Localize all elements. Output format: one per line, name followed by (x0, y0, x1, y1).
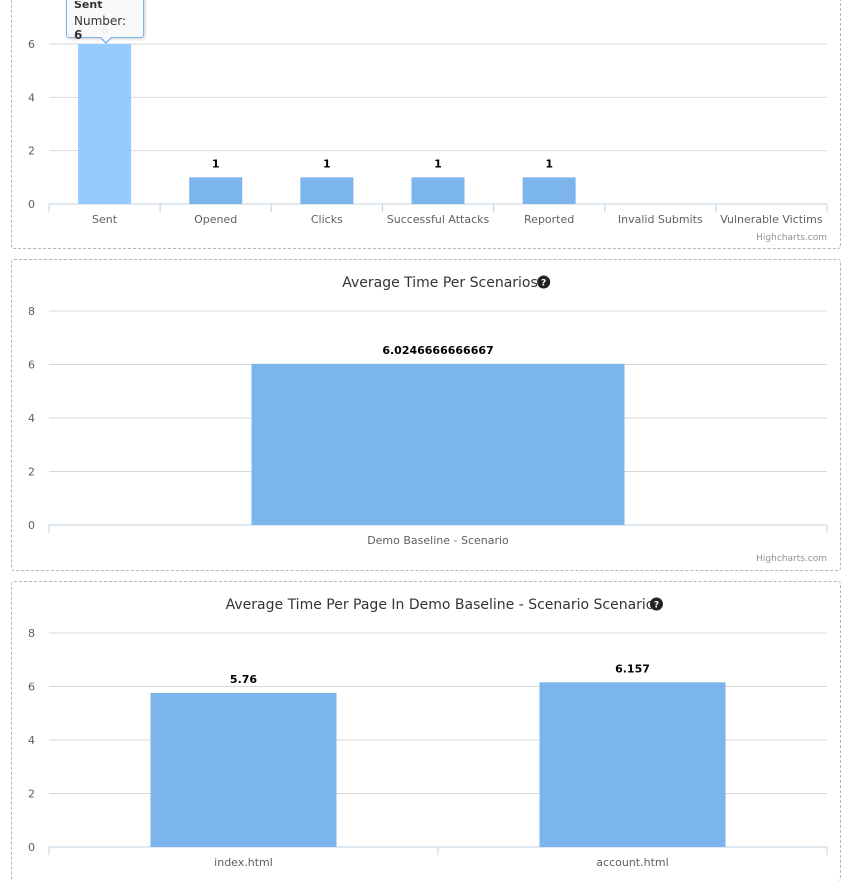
x-category-label: Clicks (311, 213, 343, 226)
bar (300, 177, 354, 204)
x-category-label: Sent (92, 213, 118, 226)
bar (539, 682, 726, 847)
x-category-label: account.html (596, 856, 668, 869)
data-label: 6.157 (615, 662, 650, 675)
x-category-label: Vulnerable Victims (720, 213, 823, 226)
chart-tooltip: Sent Number: 6 (66, 0, 144, 44)
credits-link: Highcharts.com (756, 233, 827, 243)
chart-panel-avg-time-pages: Average Time Per Page In Demo Baseline -… (11, 581, 841, 881)
y-tick-label: 2 (28, 145, 35, 158)
bar (251, 363, 625, 525)
svg-text:?: ? (541, 279, 546, 289)
y-tick-label: 4 (28, 412, 35, 425)
data-label: 1 (545, 157, 553, 170)
y-tick-label: 0 (28, 841, 35, 854)
data-label: 1 (434, 157, 442, 170)
y-tick-label: 0 (28, 198, 35, 211)
y-tick-label: 4 (28, 734, 35, 747)
y-tick-label: 6 (28, 681, 35, 694)
x-category-label: Opened (194, 213, 237, 226)
y-tick-label: 6 (28, 38, 35, 51)
tooltip-title: Sent (74, 1, 103, 9)
data-label: 5.76 (230, 673, 257, 686)
data-label: 6.0246666666667 (382, 344, 493, 357)
funnel-bar-chart: 0 2 4 6 6 Sent 1 Opened 1 Clicks 1 Successful Attac… (28, 24, 828, 243)
avg-time-scenarios-chart: Average Time Per Scenarios ? 0 2 4 6 8 6.024666… (28, 275, 828, 564)
x-category-label: Demo Baseline - Scenario (367, 534, 509, 547)
x-category-label: Reported (524, 213, 574, 226)
bar (522, 177, 576, 204)
svg-text:?: ? (654, 601, 659, 611)
x-category-label: index.html (214, 856, 273, 869)
y-tick-label: 8 (28, 305, 35, 318)
avg-time-pages-chart: Average Time Per Page In Demo Baseline -… (28, 597, 828, 869)
chart-panel-funnel: 0 2 4 6 6 Sent 1 Opened 1 Clicks 1 Successful Attac… (11, 0, 841, 249)
bar (150, 692, 337, 847)
tooltip-value: 6 (74, 28, 83, 42)
tooltip-label: Number: (74, 14, 127, 28)
y-tick-label: 6 (28, 359, 35, 372)
y-tick-label: 0 (28, 519, 35, 532)
y-tick-label: 4 (28, 91, 35, 104)
bar (411, 177, 465, 204)
chart-title: Average Time Per Page In Demo Baseline -… (226, 597, 655, 613)
y-tick-label: 2 (28, 466, 35, 479)
chart-panel-avg-time-scenarios: Average Time Per Scenarios? 0 2 4 6 8 6.024666… (11, 259, 841, 571)
question-circle-icon: ? (649, 597, 663, 611)
bar (78, 44, 132, 204)
chart-title: Average Time Per Scenarios (342, 275, 538, 291)
bar (189, 177, 243, 204)
question-circle-icon: ? (537, 275, 551, 289)
y-tick-label: 8 (28, 627, 35, 640)
x-category-label: Invalid Submits (618, 213, 703, 226)
data-label: 1 (323, 157, 331, 170)
data-label: 1 (212, 157, 220, 170)
credits-link: Highcharts.com (756, 554, 827, 564)
tooltip-caret-inner (100, 36, 112, 42)
x-category-label: Successful Attacks (387, 213, 490, 226)
y-tick-label: 2 (28, 788, 35, 801)
